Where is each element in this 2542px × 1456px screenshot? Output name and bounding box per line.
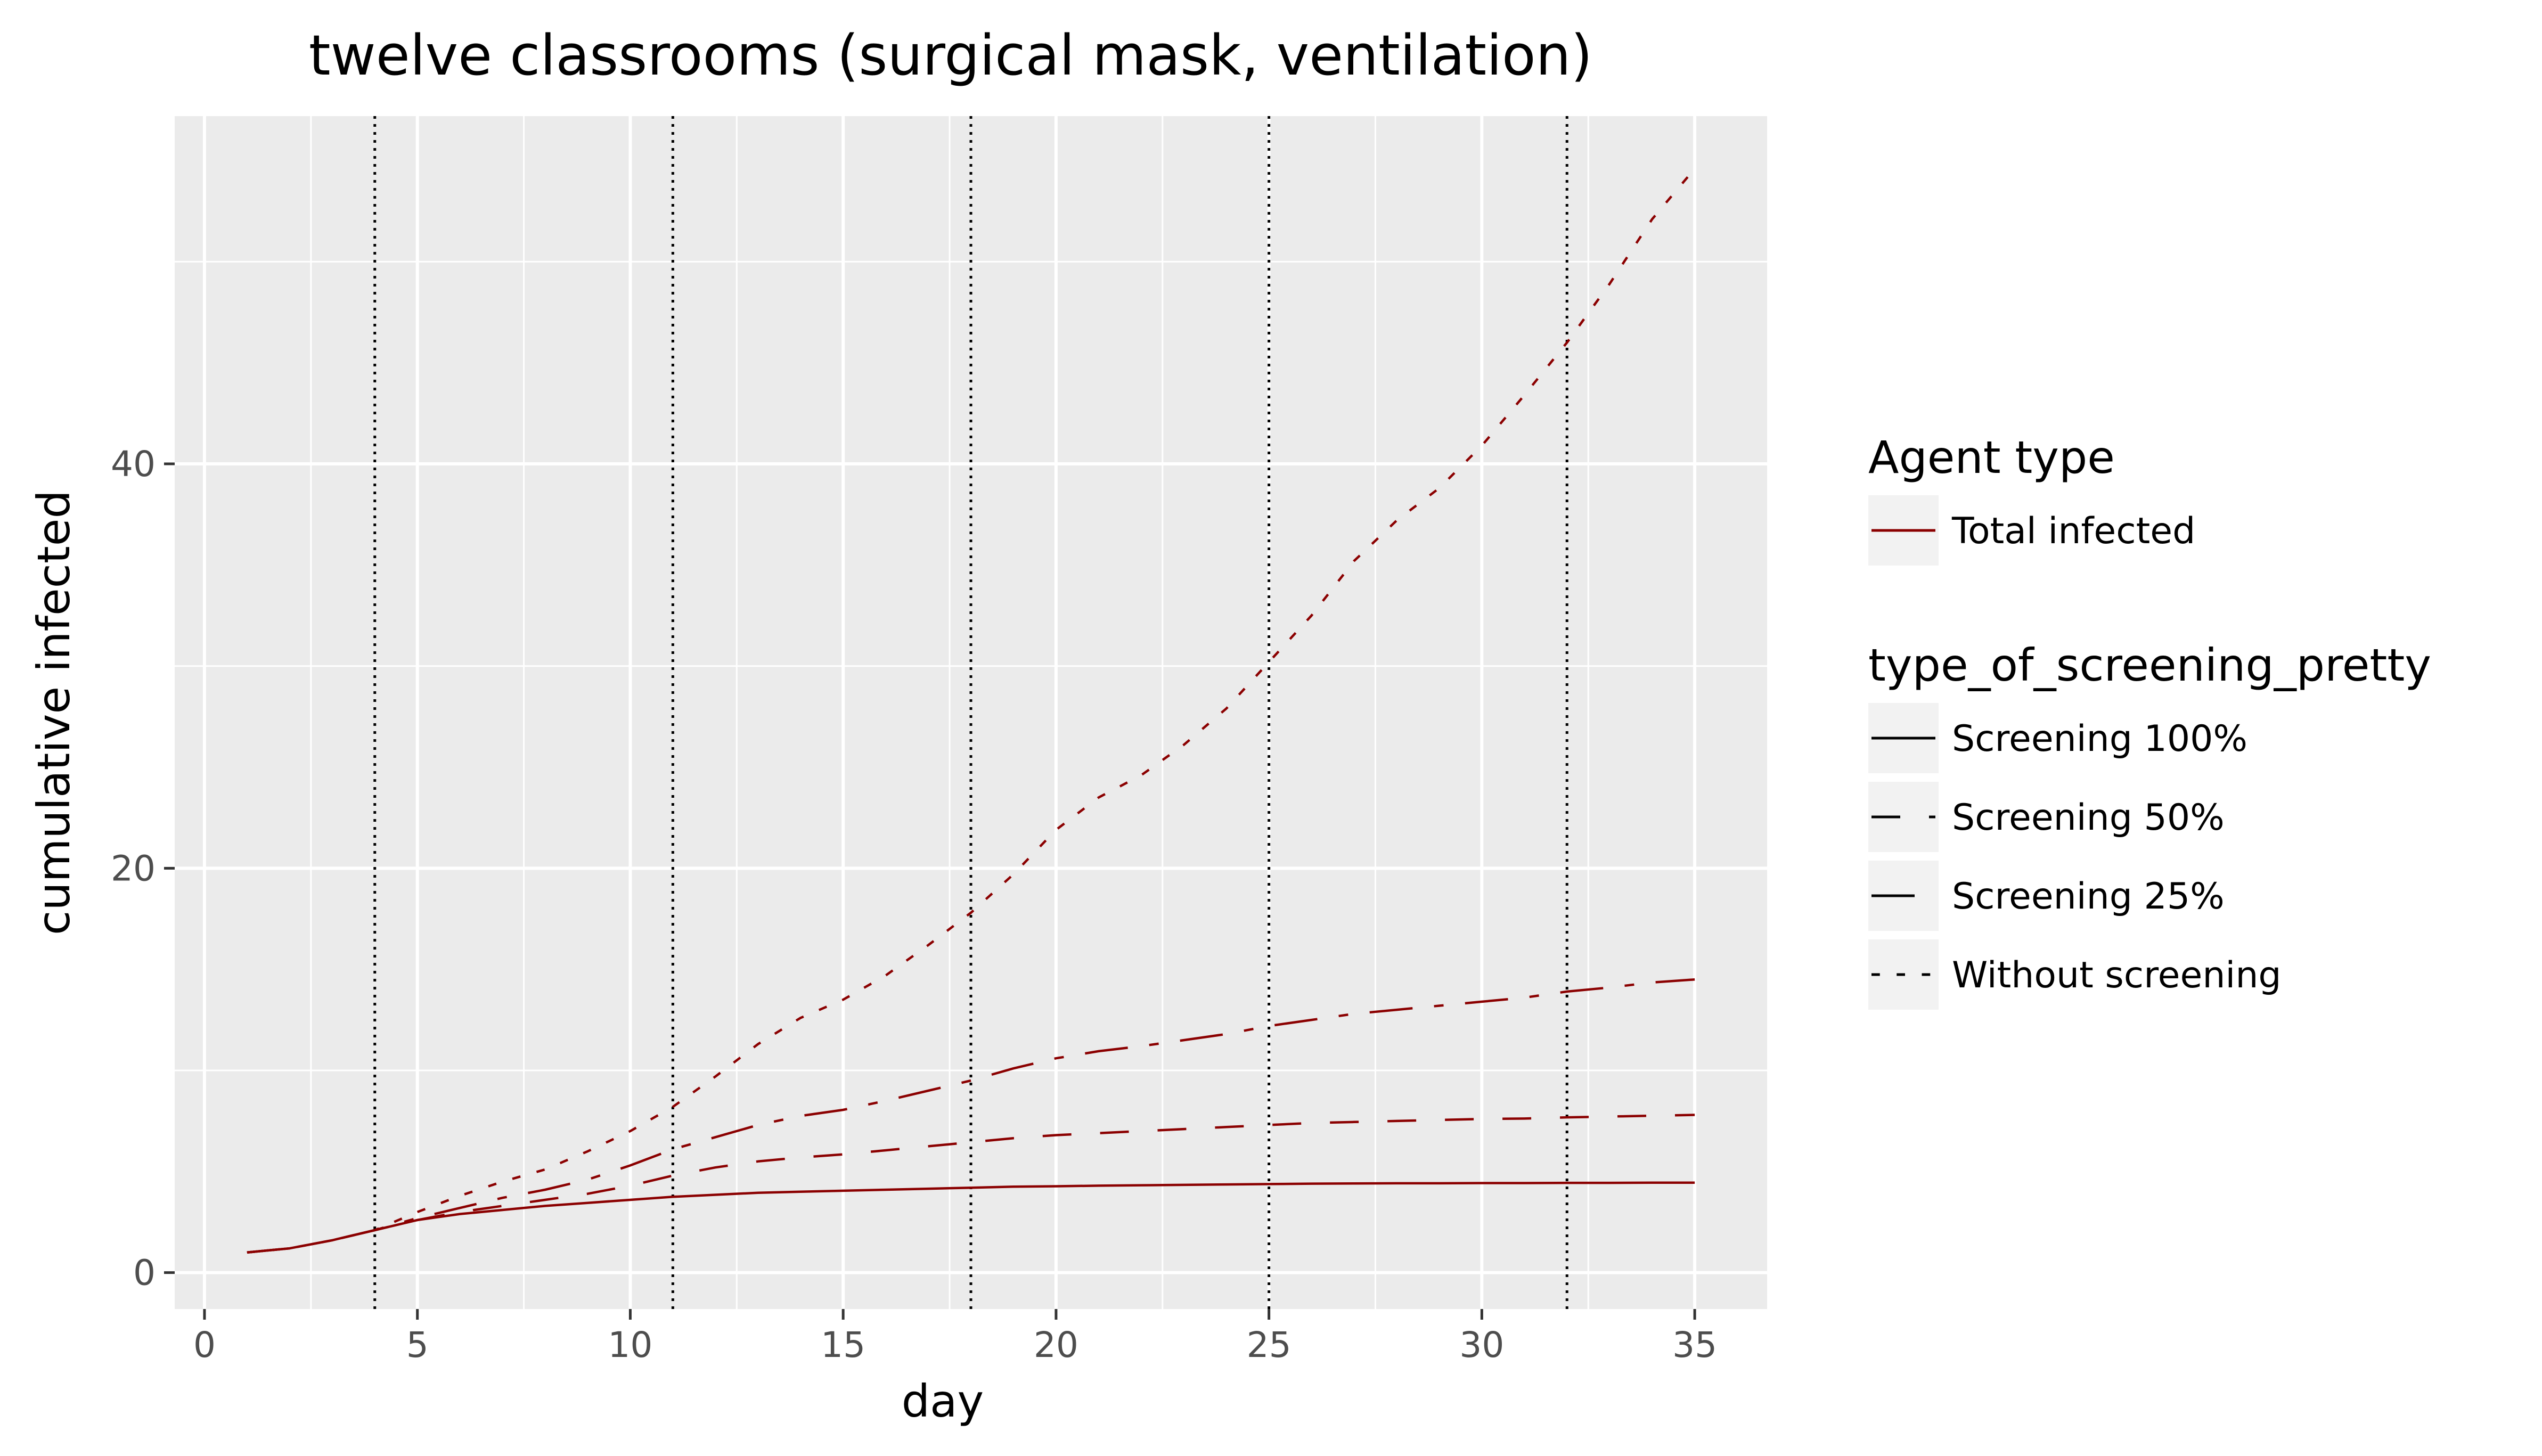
series-line-screening-100- [247,1181,1695,1254]
x-tick-label: 0 [193,1324,216,1365]
legend-label: Without screening [1952,954,2282,996]
series-lines [247,168,1696,1254]
y-tick-label: 40 [111,444,156,485]
x-tick-label: 20 [1034,1324,1078,1365]
series-line-without-screening [247,168,1696,1254]
x-axis: 0 5 10 15 20 25 30 35 [193,1309,1717,1365]
legend-title: type_of_screening_pretty [1868,639,2431,691]
y-tick-label: 0 [133,1253,156,1294]
x-axis-title: day [902,1375,984,1427]
legend-label: Screening 50% [1952,797,2225,839]
series-line-screening-25- [247,978,1695,1254]
y-axis: 0 20 40 [111,444,175,1294]
y-axis-title: cumulative infected [28,490,80,935]
legend: Agent type Total infected type_of_screenin… [1868,431,2431,1010]
plot-panel [175,116,1767,1309]
legend-label: Screening 25% [1952,876,2225,918]
legend-label: Total infected [1951,510,2195,552]
x-tick-label: 10 [608,1324,652,1365]
legend-title: Agent type [1868,431,2115,484]
y-tick-label: 20 [111,848,156,889]
legend-label: Screening 100% [1952,718,2247,760]
x-tick-label: 25 [1247,1324,1292,1365]
x-tick-label: 30 [1459,1324,1504,1365]
x-tick-label: 15 [821,1324,865,1365]
x-tick-label: 5 [406,1324,429,1365]
chart-title: twelve classrooms (surgical mask, ventil… [309,23,1592,88]
grid-major [175,116,1767,1309]
x-tick-label: 35 [1672,1324,1717,1365]
series-line-screening-50- [247,1114,1695,1254]
